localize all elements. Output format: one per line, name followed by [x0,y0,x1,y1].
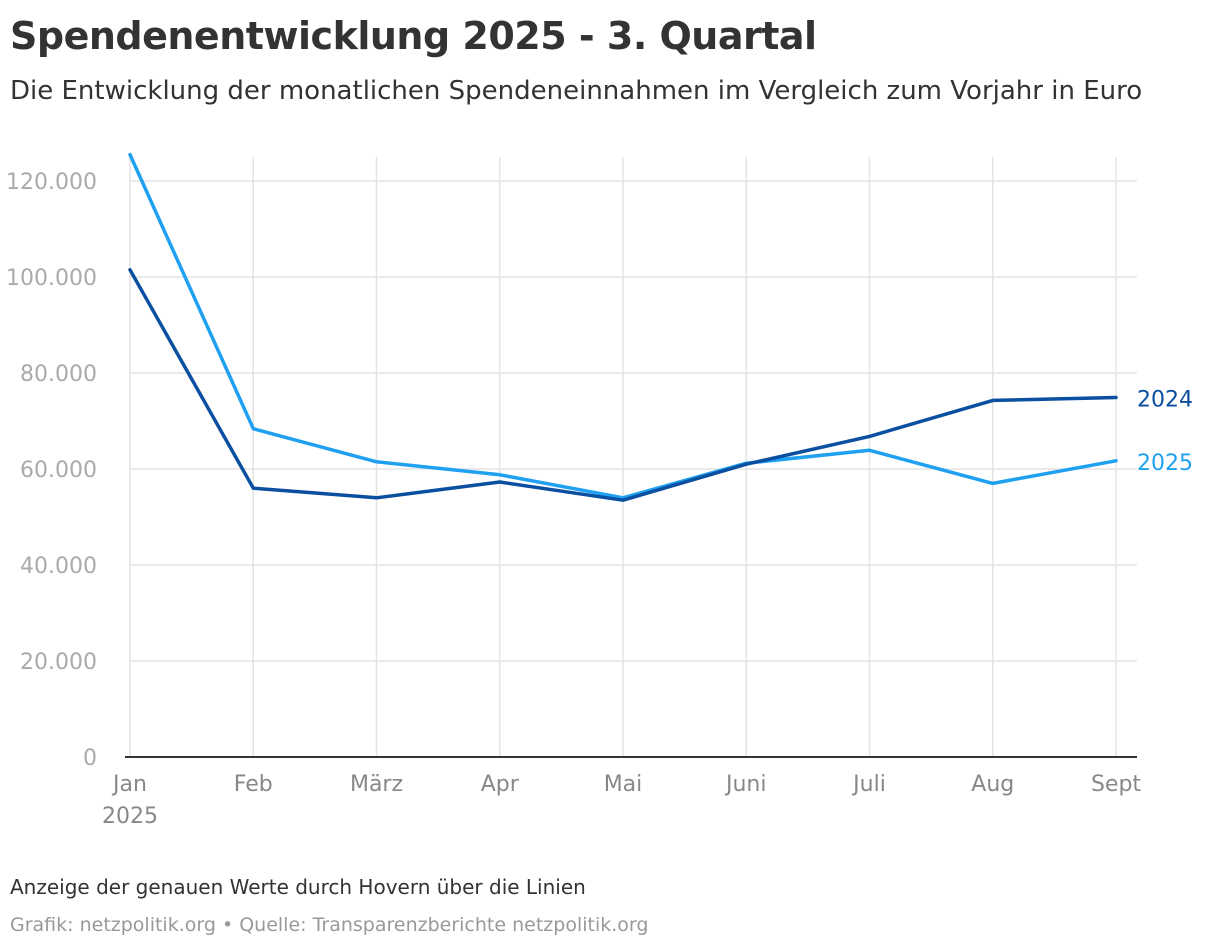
x-tick-label: Aug [971,772,1014,797]
x-tick-label: Sept [1091,772,1141,797]
x-tick-label: Apr [481,772,520,797]
y-tick-label: 20.000 [20,650,97,675]
source-credit: Grafik: netzpolitik.org • Quelle: Transp… [10,914,649,936]
series-labels: 2024 2025 [1137,387,1193,475]
y-tick-label: 100.000 [6,266,97,291]
line-chart[interactable]: 0 20.000 40.000 60.000 80.000 100.000 120.000 J… [0,0,1220,850]
y-tick-label: 120.000 [6,170,97,195]
series-line-2024[interactable] [128,268,1118,502]
axes: 0 20.000 40.000 60.000 80.000 100.000 120.000 J… [6,170,1141,829]
x-tick-label: März [350,772,403,797]
x-tick-label: Jan [111,772,147,797]
y-tick-label: 40.000 [20,554,97,579]
series[interactable] [128,152,1118,502]
series-label-2025: 2025 [1137,451,1193,476]
hover-note: Anzeige der genauen Werte durch Hovern ü… [10,875,586,899]
y-tick-label: 80.000 [20,362,97,387]
x-tick-label: Juni [724,772,767,797]
chart-title: Spendenentwicklung 2025 - 3. Quartal [10,14,817,58]
x-tick-sublabel: 2025 [102,804,158,829]
x-tick-label: Feb [234,772,273,797]
series-label-2024: 2024 [1137,387,1193,412]
chart-subtitle: Die Entwicklung der monatlichen Spendene… [10,76,1143,106]
y-tick-label: 0 [83,746,97,771]
grid [129,157,1137,757]
x-tick-label: Juli [851,772,886,797]
y-tick-label: 60.000 [20,458,97,483]
series-line-2025[interactable] [128,152,1118,500]
x-tick-label: Mai [604,772,643,797]
